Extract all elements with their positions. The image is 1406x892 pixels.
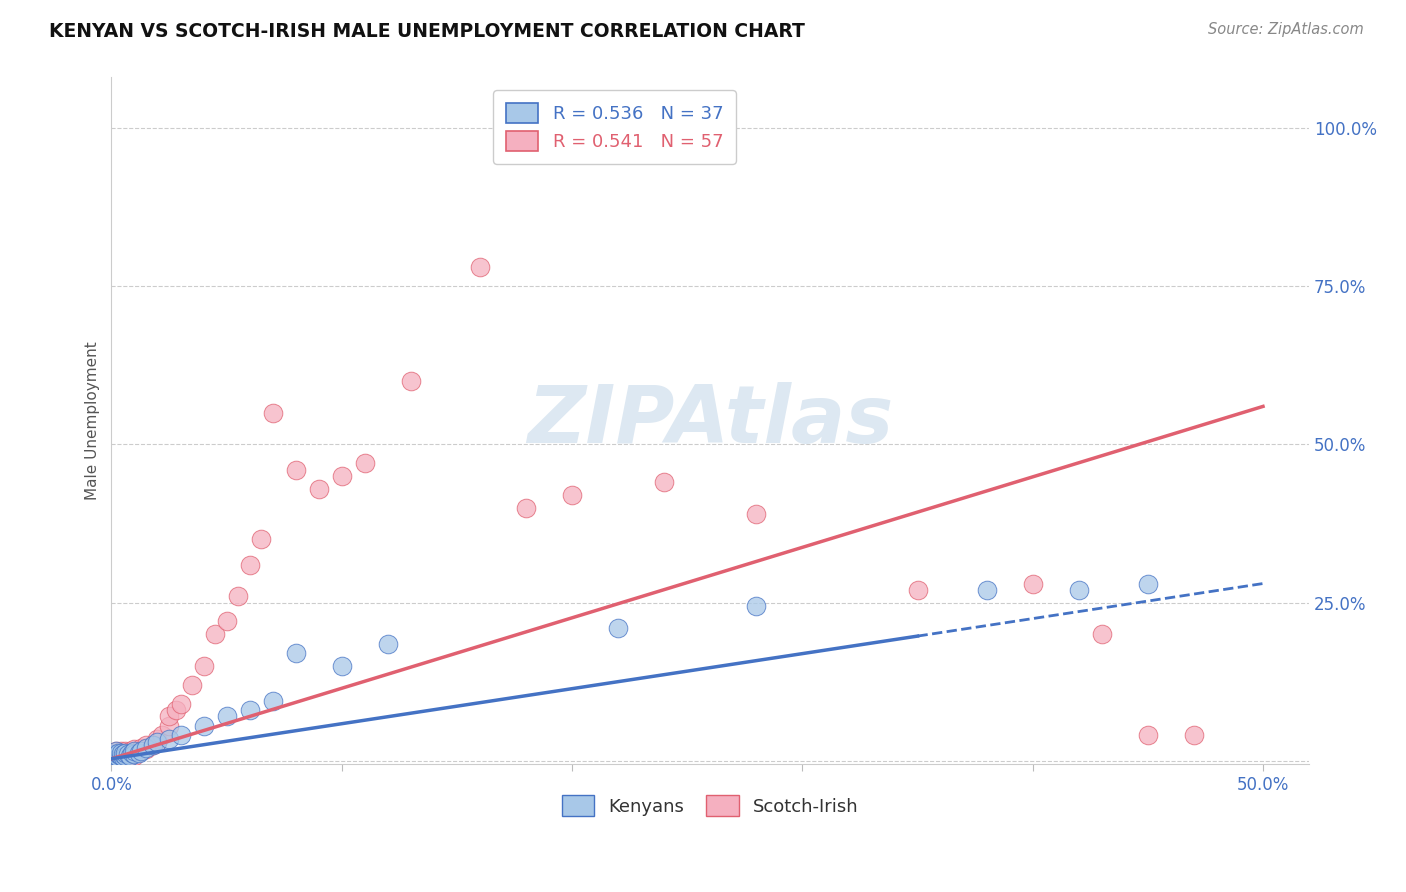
Point [107,746,129,760]
Point [745,507,768,521]
Point [146,734,169,748]
Point [103,750,125,764]
Point [124,746,146,760]
Point [117,747,139,762]
Point [128,744,150,758]
Point [111,750,134,764]
Point [107,746,129,760]
Point [1136,576,1159,591]
Point [165,703,187,717]
Point [135,741,157,756]
Point [353,456,375,470]
Point [110,748,132,763]
Point [239,703,262,717]
Point [121,746,143,760]
Point [468,260,491,275]
Point [124,742,146,756]
Point [745,599,768,613]
Point [131,744,153,758]
Point [146,734,169,748]
Point [169,697,191,711]
Point [118,748,141,763]
Point [110,748,132,763]
Point [124,744,146,758]
Point [652,475,675,490]
Text: ZIPAtlas: ZIPAtlas [527,382,893,459]
Y-axis label: Male Unemployment: Male Unemployment [86,342,100,500]
Point [107,750,129,764]
Point [330,658,353,673]
Point [330,469,353,483]
Point [308,482,330,496]
Point [215,615,238,629]
Point [114,748,136,763]
Point [103,748,125,763]
Point [105,750,128,764]
Point [117,750,139,764]
Point [607,621,630,635]
Point [114,744,136,758]
Point [169,728,191,742]
Point [157,731,180,746]
Point [262,693,284,707]
Point [107,750,129,764]
Point [121,747,143,762]
Point [239,558,262,572]
Point [105,744,128,758]
Text: Source: ZipAtlas.com: Source: ZipAtlas.com [1208,22,1364,37]
Point [114,746,136,760]
Point [515,500,537,515]
Point [157,709,180,723]
Point [103,746,125,760]
Point [146,731,169,746]
Point [105,744,128,758]
Point [907,582,929,597]
Point [111,747,134,762]
Point [110,746,132,760]
Point [117,746,139,760]
Point [114,748,136,763]
Point [131,741,153,756]
Point [193,658,215,673]
Point [111,747,134,762]
Point [103,750,125,764]
Point [135,742,157,756]
Text: KENYAN VS SCOTCH-IRISH MALE UNEMPLOYMENT CORRELATION CHART: KENYAN VS SCOTCH-IRISH MALE UNEMPLOYMENT… [49,22,806,41]
Point [103,747,125,762]
Point [142,738,165,752]
Point [561,488,583,502]
Point [204,627,226,641]
Point [135,738,157,752]
Point [107,747,129,762]
Point [1021,576,1043,591]
Point [110,744,132,758]
Point [150,728,173,742]
Point [105,748,128,763]
Point [105,747,128,762]
Point [157,719,180,733]
Point [976,582,998,597]
Point [111,750,134,764]
Point [1091,627,1114,641]
Point [250,533,273,547]
Point [399,374,422,388]
Point [262,406,284,420]
Point [284,646,307,660]
Point [377,637,399,651]
Point [128,746,150,760]
Point [124,748,146,763]
Point [1182,728,1205,742]
Point [1136,728,1159,742]
Point [1067,582,1090,597]
Point [118,748,141,763]
Point [193,719,215,733]
Legend: Kenyans, Scotch-Irish: Kenyans, Scotch-Irish [554,789,866,823]
Point [215,709,238,723]
Point [124,747,146,762]
Point [284,463,307,477]
Point [181,678,204,692]
Point [226,589,249,603]
Point [142,738,165,752]
Point [118,744,141,758]
